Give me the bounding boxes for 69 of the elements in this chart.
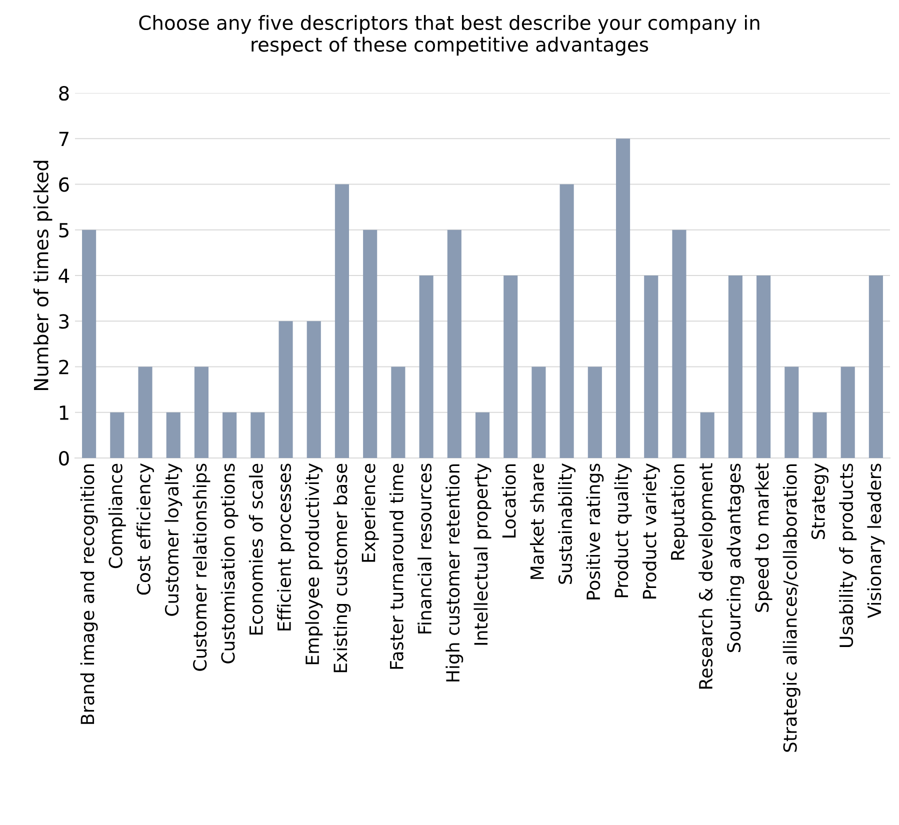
y-tick-label: 0 xyxy=(59,450,69,466)
bar xyxy=(700,412,714,458)
bar xyxy=(812,412,827,458)
x-tick-label: Employee productivity xyxy=(305,463,323,664)
y-tick-label: 7 xyxy=(59,132,68,146)
y-tick-label: 4 xyxy=(58,268,70,283)
x-tick-label: Compliance xyxy=(108,464,126,568)
y-tick-label: 5 xyxy=(59,223,68,238)
x-tick-label: Intellectual property xyxy=(474,463,492,645)
x-tick-label: Financial resources xyxy=(418,464,432,634)
x-tick-label: Market share xyxy=(530,464,544,579)
y-axis-title: Number of times picked xyxy=(33,160,52,390)
bar xyxy=(447,230,462,458)
bar xyxy=(840,366,855,458)
x-tick-label: Efficient processes xyxy=(277,464,295,630)
x-tick-label: Reputation xyxy=(670,464,688,560)
bar xyxy=(784,366,799,458)
bar xyxy=(334,184,350,458)
bar xyxy=(560,184,574,458)
x-tick-label: Economies of scale xyxy=(248,464,263,634)
x-tick-label: Brand image and recognition xyxy=(80,464,98,724)
chart-title: Choose any five descriptors that best describe your company in respect of these competitive advantages xyxy=(139,15,760,56)
x-tick-label: Visionary leaders xyxy=(867,464,885,618)
bar xyxy=(868,276,883,458)
x-tick-label: Speed to market xyxy=(754,463,772,612)
x-tick-label: Strategy xyxy=(811,463,828,540)
bar xyxy=(250,412,265,458)
y-tick-label: 2 xyxy=(59,360,68,374)
bar xyxy=(194,366,208,458)
x-tick-label: Faster turnaround time xyxy=(389,464,404,669)
x-tick-label: Usability of products xyxy=(839,464,857,647)
y-tick-label: 1 xyxy=(60,406,68,420)
bar xyxy=(419,276,434,458)
x-tick-label: Product variety xyxy=(642,463,660,598)
bar xyxy=(222,412,237,458)
bar xyxy=(532,366,546,458)
bar xyxy=(82,230,96,458)
bar xyxy=(644,276,658,458)
x-tick-label: Sustainability xyxy=(558,463,576,584)
bar xyxy=(306,321,321,458)
bar xyxy=(166,412,180,458)
bar xyxy=(363,230,378,458)
x-tick-label: Existing customer base xyxy=(333,464,351,672)
x-tick-label: Location xyxy=(502,464,516,538)
bar xyxy=(475,412,490,458)
bar xyxy=(728,276,742,458)
bar xyxy=(110,412,124,458)
y-tick-label: 6 xyxy=(59,177,69,192)
bar xyxy=(588,366,602,458)
bar xyxy=(391,366,406,458)
bar xyxy=(616,138,630,458)
x-tick-label: Product quality xyxy=(614,463,632,598)
bar xyxy=(138,366,152,458)
bar xyxy=(756,276,771,458)
x-tick-label: Research & development xyxy=(698,463,716,689)
y-tick-label: 3 xyxy=(59,314,69,329)
bar xyxy=(672,230,686,458)
x-tick-label: High customer retention xyxy=(446,464,464,682)
x-tick-label: Customer relationships xyxy=(192,464,210,671)
bar xyxy=(504,276,518,458)
y-tick-label: 8 xyxy=(59,86,69,101)
x-tick-label: Cost efficiency xyxy=(136,463,154,595)
x-tick-label: Customer loyalty xyxy=(164,463,182,616)
bar xyxy=(278,321,293,458)
x-tick-label: Strategic alliances/collaboration xyxy=(782,464,800,752)
x-tick-label: Sourcing advantages xyxy=(726,464,744,652)
x-tick-label: Customisation options xyxy=(220,464,238,664)
x-tick-label: Positive ratings xyxy=(586,464,604,600)
x-tick-label: Experience xyxy=(361,464,379,562)
